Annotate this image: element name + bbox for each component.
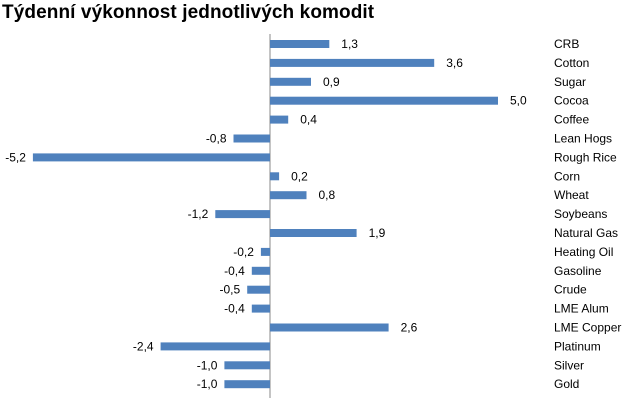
category-label: Natural Gas	[554, 226, 618, 240]
bar-wheat	[270, 191, 307, 200]
category-label: Cotton	[554, 56, 589, 70]
value-label: 1,9	[369, 226, 386, 240]
bar-lme-alum	[251, 304, 270, 313]
value-label: -0,5	[220, 283, 241, 297]
category-label: CRB	[554, 37, 579, 51]
category-label: Lean Hogs	[554, 132, 612, 146]
value-label: 2,6	[401, 321, 418, 335]
value-label: -0,2	[233, 245, 254, 259]
category-label: Soybeans	[554, 207, 607, 221]
value-label: 0,4	[300, 113, 317, 127]
bar-silver	[224, 361, 270, 370]
value-label: 0,2	[291, 169, 308, 183]
value-label: 0,9	[323, 75, 340, 89]
value-label: -1,0	[197, 358, 218, 372]
value-label: -1,0	[197, 377, 218, 391]
bar-heating-oil	[260, 247, 270, 256]
category-label: Silver	[554, 358, 584, 372]
bar-crb	[270, 40, 330, 48]
category-label: Corn	[554, 169, 580, 183]
value-label: 5,0	[510, 94, 527, 108]
category-label: Wheat	[554, 188, 589, 202]
value-label: -5,2	[5, 150, 26, 164]
value-label: -0,4	[224, 302, 245, 316]
category-label: Sugar	[554, 75, 586, 89]
bar-corn	[270, 172, 280, 181]
bar-natural-gas	[270, 229, 357, 237]
bar-gasoline	[251, 266, 270, 275]
category-label: LME Alum	[554, 302, 609, 316]
value-label: 3,6	[446, 56, 463, 70]
category-label: Gold	[554, 377, 579, 391]
category-label: LME Copper	[554, 321, 621, 335]
category-label: Coffee	[554, 113, 589, 127]
bar-cocoa	[270, 96, 498, 105]
category-label: Platinum	[554, 339, 601, 353]
bar-lme-copper	[270, 323, 389, 332]
chart-title: Týdenní výkonnost jednotlivých komodit	[2, 2, 375, 23]
category-label: Rough Rice	[554, 150, 617, 164]
value-label: 1,3	[341, 37, 358, 51]
value-label: -0,8	[206, 132, 227, 146]
bar-soybeans	[215, 210, 270, 219]
bar-sugar	[270, 77, 311, 86]
bar-lean-hogs	[233, 134, 270, 143]
value-label: 0,8	[319, 188, 336, 202]
value-label: -0,4	[224, 264, 245, 278]
category-label: Cocoa	[554, 94, 589, 108]
bar-rough-rice	[32, 153, 271, 162]
bar-cotton	[270, 58, 435, 67]
bar-platinum	[160, 342, 270, 351]
value-label: -1,2	[188, 207, 209, 221]
value-label: -2,4	[133, 339, 154, 353]
category-label: Heating Oil	[554, 245, 613, 259]
bar-crude	[247, 285, 270, 294]
bar-coffee	[270, 115, 289, 124]
bar-gold	[224, 380, 270, 389]
category-label: Gasoline	[554, 264, 602, 278]
category-label: Crude	[554, 283, 587, 297]
